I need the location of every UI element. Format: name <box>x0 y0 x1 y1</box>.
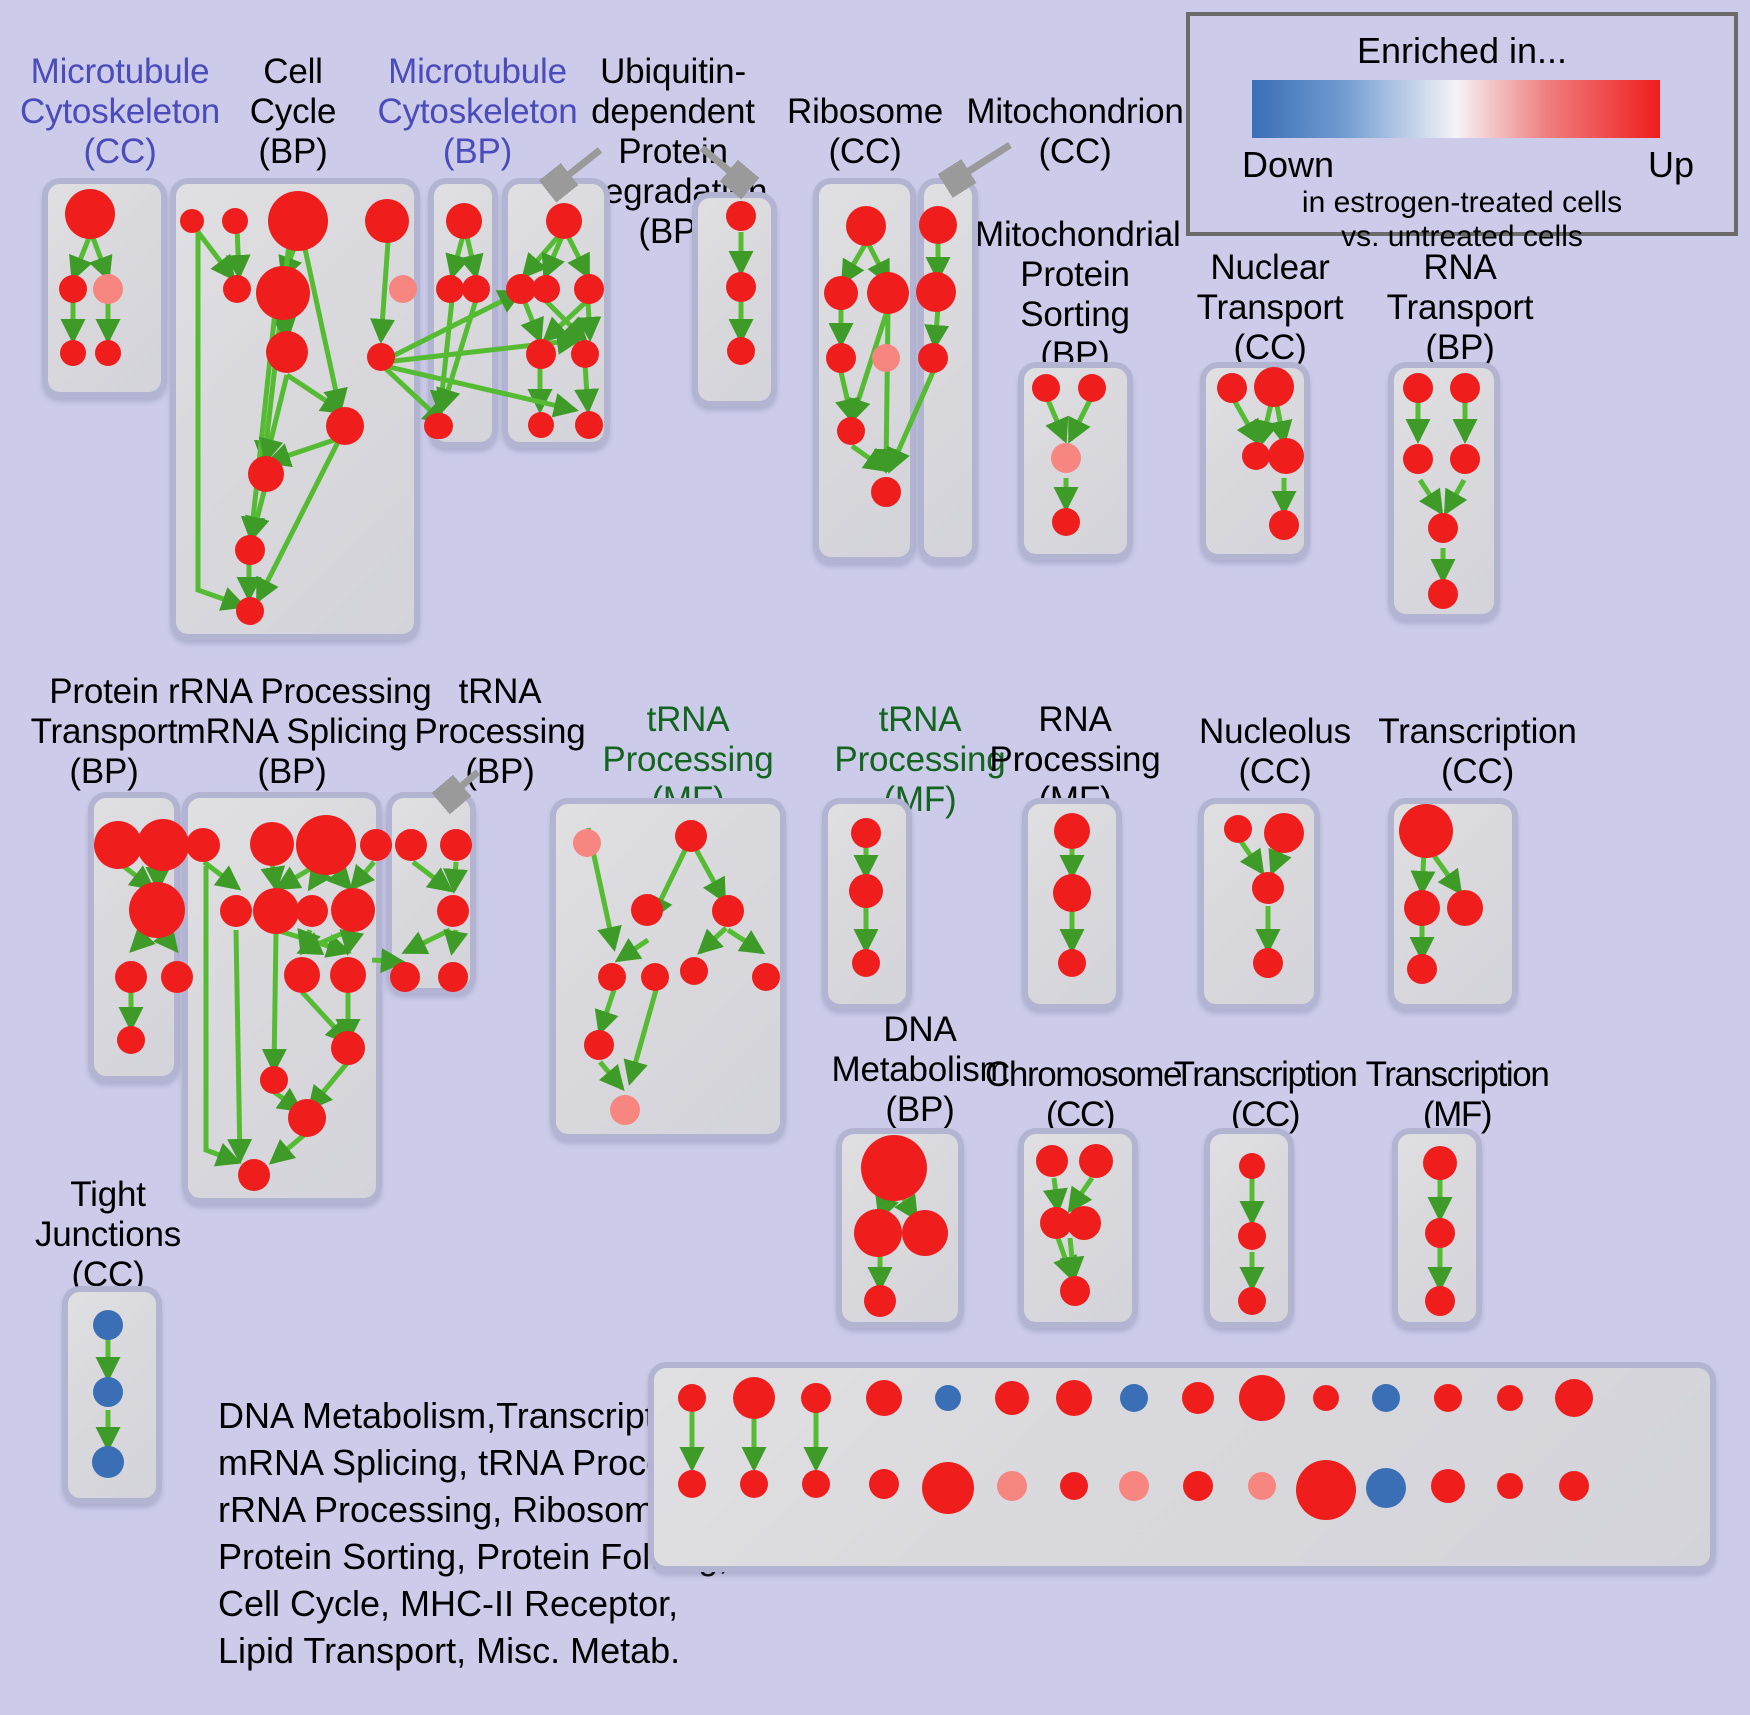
label-rna-transport-bp: RNA Transport (BP) <box>1386 248 1534 367</box>
label-chromosome-cc: Chromosome (CC) <box>985 1055 1182 1134</box>
label-rrna-processing-mrna-splicing-bp: rRNA Processing mRNA Splicing (BP) <box>168 672 432 791</box>
label-transcription-cc-top: Transcription (CC) <box>1378 712 1577 791</box>
pointer-ubiquitin-right <box>699 145 746 185</box>
pointer-trna-processing-bp <box>445 769 481 800</box>
legend-title: Enriched in... <box>1356 30 1568 71</box>
pointer-mitochondrion <box>950 142 1012 183</box>
pointer-ubiquitin-left <box>552 147 603 188</box>
legend-panel: Enriched in... Down Up in estrogen-treat… <box>1186 12 1738 253</box>
label-microtubule-cytoskeleton-bp: Microtubule Cytoskeleton (BP) <box>377 52 578 171</box>
label-mitochondrial-protein-sorting-bp: Mitochondrial Protein Sorting (BP) <box>975 215 1181 374</box>
label-nucleolus-cc: Nucleolus (CC) <box>1199 712 1351 791</box>
cluster-box-mitochondrion-cc[interactable] <box>918 178 978 563</box>
legend-color-gradient-bar <box>1252 80 1660 138</box>
label-microtubule-cytoskeleton-cc: Microtubule Cytoskeleton (CC) <box>20 52 220 171</box>
label-trna-processing-mf-2: tRNA Processing (MF) <box>834 700 1006 819</box>
legend-subtitle: in estrogen-treated cells vs. untreated … <box>1301 186 1623 253</box>
cluster-box-rna-transport-bp[interactable] <box>1388 362 1500 620</box>
label-pointer-arrows <box>445 142 1012 800</box>
label-nuclear-transport-cc: Nuclear Transport (CC) <box>1196 248 1344 367</box>
label-trna-processing-bp: tRNA Processing (BP) <box>414 672 586 791</box>
label-cell-cycle-bp: Cell Cycle (BP) <box>249 52 337 171</box>
legend-up-label: Up <box>1647 144 1694 185</box>
label-protein-transport-bp: Protein Transport (BP) <box>30 672 178 791</box>
label-ribosome-cc: Ribosome (CC) <box>787 92 943 171</box>
label-dna-metabolism-bp: DNA Metabolism (BP) <box>831 1010 1009 1129</box>
label-tight-junctions-cc: Tight Junctions (CC) <box>34 1175 182 1294</box>
label-mitochondrion-cc: Mitochondrion (CC) <box>966 92 1184 171</box>
graph-nodes <box>59 189 1593 1520</box>
label-transcription-cc-bottom: Transcription (CC) <box>1173 1055 1358 1134</box>
label-transcription-mf: Transcription (MF) <box>1365 1055 1550 1134</box>
legend-down-label: Down <box>1242 144 1335 185</box>
